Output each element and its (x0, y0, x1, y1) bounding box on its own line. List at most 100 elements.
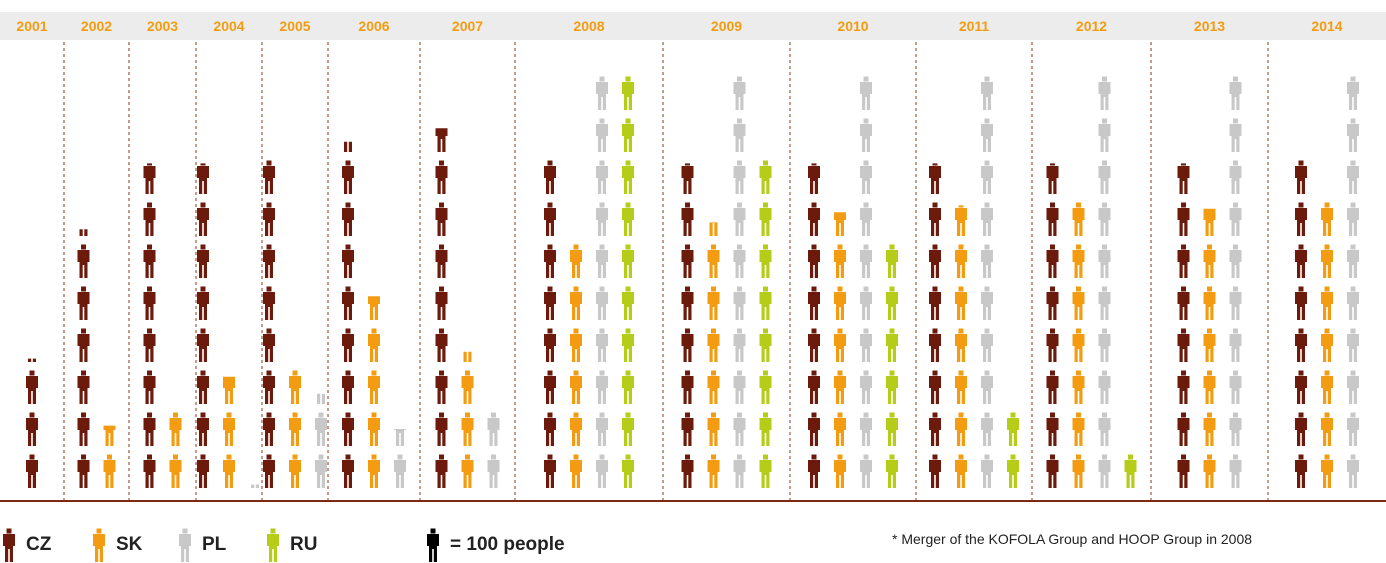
cz-person-icon (344, 141, 352, 152)
pl-person-icon (487, 454, 500, 488)
pl-person-icon (733, 160, 746, 194)
cz-person-icon (197, 454, 209, 488)
cz-person-icon (681, 244, 694, 278)
sk-person-icon (955, 286, 967, 320)
cz-person-icon (263, 328, 275, 362)
cz-person-icon (143, 454, 156, 488)
cz-person-icon (1046, 454, 1059, 488)
cz-person-icon (681, 370, 694, 404)
cz-person-icon (435, 244, 448, 278)
pl-person-icon (1347, 328, 1359, 362)
cz-person-icon (1295, 412, 1307, 446)
cz-person-icon (1295, 328, 1307, 362)
ru-person-icon (1124, 454, 1137, 488)
sk-person-icon (169, 412, 182, 446)
sk-person-icon (570, 370, 582, 404)
sk-person-icon (103, 425, 116, 446)
sk-person-icon (223, 376, 235, 404)
cz-person-icon (435, 202, 448, 236)
ru-person-icon (886, 370, 898, 404)
sk-person-icon (955, 244, 967, 278)
cz-person-icon (77, 328, 90, 362)
cz-person-icon (1177, 454, 1190, 488)
sk-person-icon (223, 454, 235, 488)
ru-person-icon (622, 202, 634, 236)
cz-person-icon (342, 328, 354, 362)
sk-person-icon (1203, 370, 1216, 404)
pl-person-icon (1098, 454, 1111, 488)
sk-person-icon (1203, 244, 1216, 278)
sk-person-icon (463, 351, 472, 362)
cz-person-icon (808, 244, 820, 278)
cz-person-icon (681, 412, 694, 446)
sk-person-icon (289, 412, 301, 446)
cz-person-icon (681, 454, 694, 488)
cz-person-icon (28, 358, 36, 362)
ru-person-icon (886, 454, 898, 488)
sk-person-icon (1321, 454, 1333, 488)
cz-person-icon (1046, 412, 1059, 446)
pl-person-icon (1347, 202, 1359, 236)
sk-person-icon (570, 286, 582, 320)
cz-person-icon (435, 454, 448, 488)
cz-person-icon (544, 160, 556, 194)
cz-person-icon (435, 412, 448, 446)
sk-person-icon (570, 454, 582, 488)
sk-person-icon (289, 454, 301, 488)
year-label-2003: 2003 (147, 18, 178, 34)
pl-person-icon (981, 118, 993, 152)
sk-person-icon (955, 370, 967, 404)
cz-person-icon (197, 163, 209, 194)
pl-person-icon (1347, 454, 1359, 488)
ru-person-icon (267, 528, 279, 562)
pl-person-icon (981, 160, 993, 194)
sk-person-icon (1321, 370, 1333, 404)
ru-person-icon (622, 370, 634, 404)
pl-person-icon (1229, 244, 1242, 278)
cz-person-icon (544, 412, 556, 446)
cz-person-icon (143, 412, 156, 446)
cz-person-icon (1046, 328, 1059, 362)
year-headers: 2001 2002 2003 2004 2005 2006 2007 2008 2009 2010… (16, 18, 1342, 34)
ru-person-icon (622, 328, 634, 362)
cz-person-icon (544, 370, 556, 404)
pl-person-icon (733, 118, 746, 152)
cz-person-icon (808, 163, 820, 194)
year-label-2001: 2001 (16, 18, 47, 34)
sk-person-icon (1203, 286, 1216, 320)
pl-person-icon (1098, 286, 1111, 320)
legend-label-ru: RU (290, 534, 318, 555)
sk-person-icon (955, 205, 967, 236)
sk-person-icon (707, 454, 720, 488)
cz-person-icon (435, 370, 448, 404)
sk-person-icon (1203, 454, 1216, 488)
ru-person-icon (622, 454, 634, 488)
sk-person-icon (955, 412, 967, 446)
pl-person-icon (1098, 76, 1111, 110)
cz-person-icon (929, 244, 941, 278)
sk-person-icon (368, 328, 380, 362)
cz-person-icon (929, 370, 941, 404)
unit-person-icon (427, 528, 439, 562)
pl-person-icon (315, 454, 327, 488)
sk-person-icon (834, 370, 846, 404)
pl-person-icon (1098, 202, 1111, 236)
year-label-2006: 2006 (358, 18, 389, 34)
sk-person-icon (834, 412, 846, 446)
cz-person-icon (197, 286, 209, 320)
legend-item-sk: SK (90, 528, 142, 562)
cz-person-icon (143, 244, 156, 278)
sk-person-icon (461, 370, 474, 404)
legend-label-pl: PL (202, 534, 227, 555)
pl-person-icon (733, 286, 746, 320)
sk-person-icon (223, 412, 235, 446)
cz-person-icon (808, 454, 820, 488)
pl-person-icon (1347, 244, 1359, 278)
year-label-2010: 2010 (837, 18, 868, 34)
pl-person-icon (1347, 118, 1359, 152)
cz-person-icon (143, 163, 156, 194)
cz-person-icon (929, 412, 941, 446)
pl-person-icon (1229, 76, 1242, 110)
cz-person-icon (1046, 370, 1059, 404)
sk-person-icon (707, 286, 720, 320)
